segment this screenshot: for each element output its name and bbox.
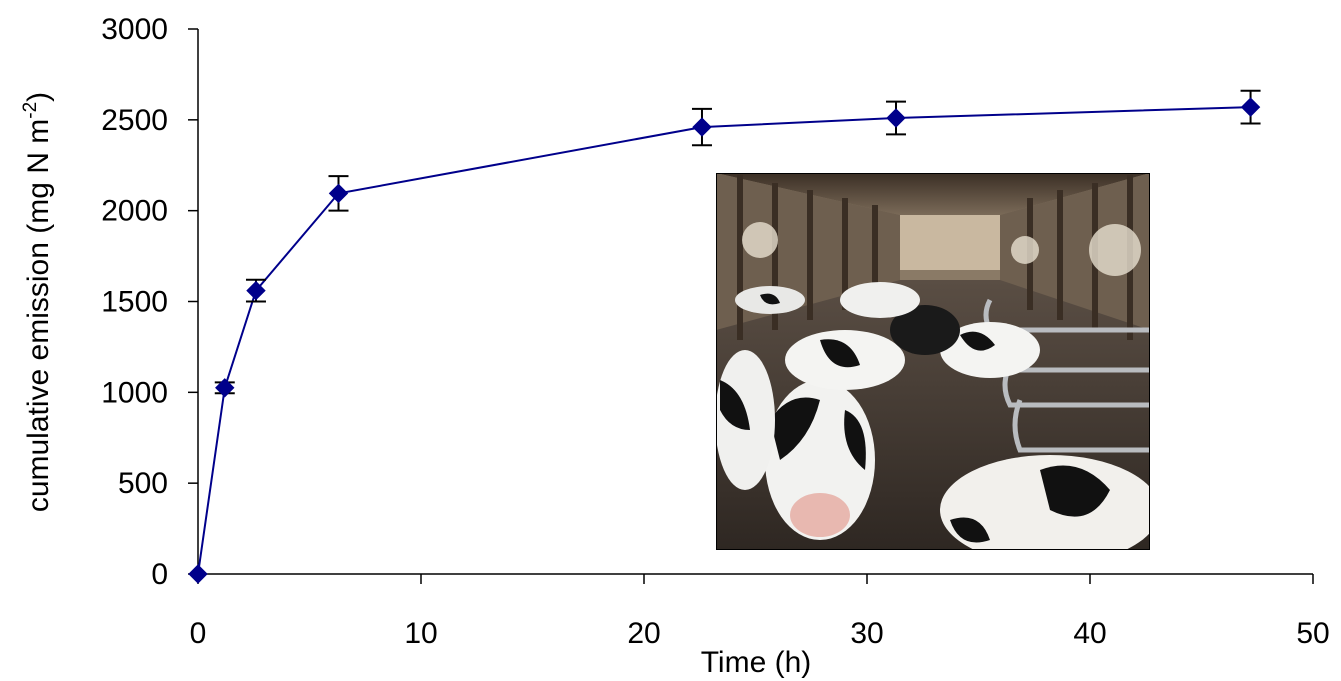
x-tick-label: 0 xyxy=(190,617,207,650)
x-tick-label: 10 xyxy=(404,617,437,650)
x-tick-label: 40 xyxy=(1073,617,1106,650)
data-point-marker xyxy=(692,117,712,137)
data-point-marker xyxy=(328,183,349,204)
y-tick-label: 0 xyxy=(151,558,168,591)
data-point-marker xyxy=(215,378,235,398)
y-tick-label: 1000 xyxy=(101,376,168,409)
y-ticks: 0 500 1000 1500 2000 2500 3000 xyxy=(101,13,198,591)
y-axis-title-close: ) xyxy=(22,92,55,102)
y-tick-label: 2000 xyxy=(101,195,168,228)
data-point-marker xyxy=(886,108,906,128)
y-tick-label: 500 xyxy=(118,467,168,500)
data-point-marker xyxy=(1240,97,1261,117)
inset-barn-photo xyxy=(716,173,1150,550)
data-point-marker xyxy=(188,564,208,584)
y-axis-title-main: cumulative emission (mg N m xyxy=(22,119,55,512)
x-axis-title: Time (h) xyxy=(701,646,812,679)
y-axis-title-superscript: -2 xyxy=(20,102,41,119)
y-tick-label: 2500 xyxy=(101,104,168,137)
axes: 0 500 1000 1500 2000 2500 3000 0 10 20 30 40 50 xyxy=(101,13,1329,650)
y-tick-label: 1500 xyxy=(101,286,168,319)
x-ticks: 0 10 20 30 40 50 xyxy=(190,574,1330,650)
data-point-marker xyxy=(246,280,266,301)
x-tick-label: 20 xyxy=(627,617,660,650)
x-tick-label: 50 xyxy=(1296,617,1329,650)
y-tick-label: 3000 xyxy=(101,13,168,46)
series-layer xyxy=(188,89,1261,584)
y-axis-title: cumulative emission (mg N m-2) xyxy=(20,92,55,512)
x-tick-label: 30 xyxy=(850,617,883,650)
